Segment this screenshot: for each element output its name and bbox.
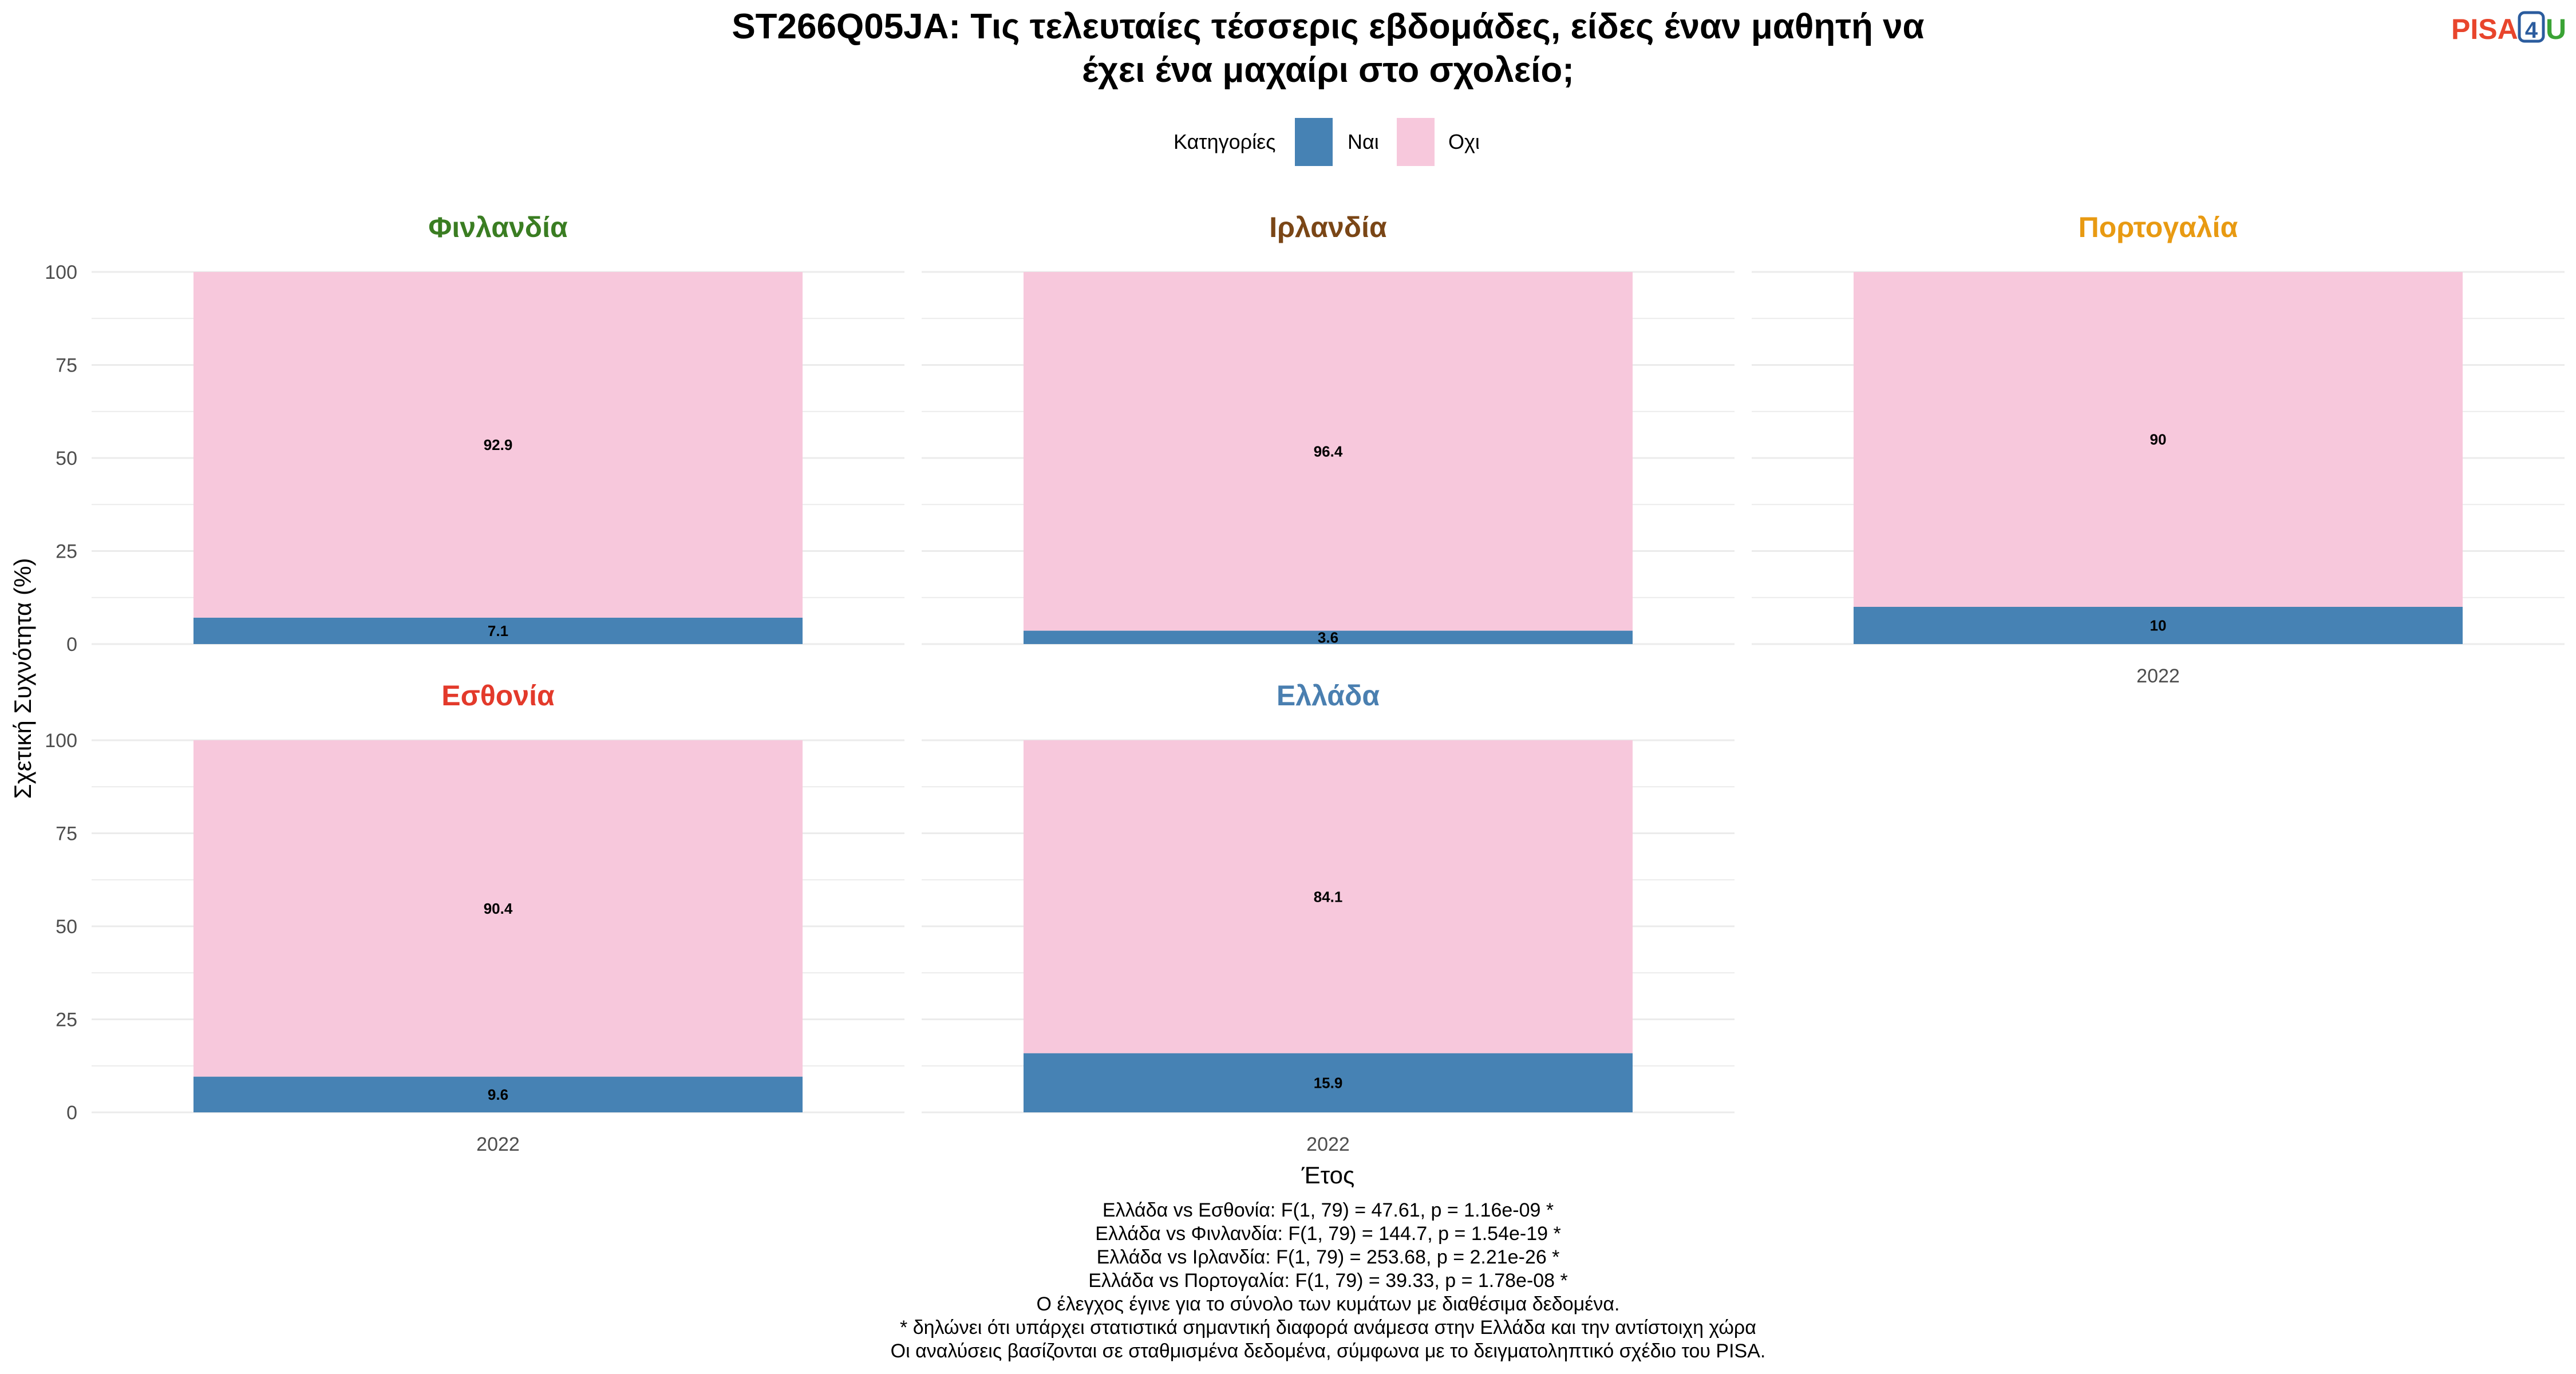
chart-title-line-1: ST266Q05JA: Τις τελευταίες τέσσερις εβδο… xyxy=(732,7,1924,46)
bar-segment-Ναι xyxy=(193,1076,803,1112)
y-tick-label: 0 xyxy=(66,1102,77,1124)
x-tick-label: 2022 xyxy=(1306,1134,1350,1155)
logo-text-4: 4 xyxy=(2525,18,2538,43)
caption: Ελλάδα vs Εσθονία: F(1, 79) = 47.61, p =… xyxy=(891,1199,1766,1362)
caption-line-2: Ελλάδα vs Φινλανδία: F(1, 79) = 144.7, p… xyxy=(1095,1223,1560,1245)
panel-title: Εσθονία xyxy=(441,680,555,712)
x-tick-label: 2022 xyxy=(476,1134,520,1155)
panel-title: Πορτογαλία xyxy=(2079,211,2238,243)
bar-segment-Οχι xyxy=(1024,740,1633,1053)
y-tick-label: 50 xyxy=(56,448,77,469)
logo: PISA 4 U xyxy=(2451,11,2566,45)
y-axis-title: Σχετική Συχνότητα (%) xyxy=(9,558,36,799)
y-tick-label: 100 xyxy=(45,730,77,752)
bar-segment-Ναι xyxy=(193,617,803,644)
facet-panels: Φινλανδία02550751007.192.9Ιρλανδία3.696.… xyxy=(45,211,2565,1155)
logo-text-u: U xyxy=(2546,13,2566,45)
caption-line-3: Ελλάδα vs Ιρλανδία: F(1, 79) = 253.68, p… xyxy=(1097,1246,1560,1268)
panel-1: Ιρλανδία 3.6 96.4 xyxy=(922,211,1735,646)
x-axis-title: Έτος xyxy=(1301,1162,1355,1189)
bar-value-label: 92.9 xyxy=(484,436,513,453)
bar-segment-Οχι xyxy=(193,740,803,1077)
y-tick-label: 50 xyxy=(56,916,77,938)
caption-line-7: Οι αναλύσεις βασίζονται σε σταθμισμένα δ… xyxy=(891,1340,1766,1362)
bar-segment-Οχι xyxy=(193,272,803,618)
svg-text:PISA: PISA xyxy=(2451,13,2518,45)
bar-value-label: 10 xyxy=(2150,617,2167,634)
y-tick-label: 25 xyxy=(56,541,77,563)
bar-value-label: 3.6 xyxy=(1318,629,1338,646)
panel-title: Φινλανδία xyxy=(428,211,568,243)
bar-segment-Οχι xyxy=(1854,272,2463,607)
bar-value-label: 84.1 xyxy=(1314,888,1343,905)
chart-title: ST266Q05JA: Τις τελευταίες τέσσερις εβδο… xyxy=(732,7,1924,90)
y-tick-label: 75 xyxy=(56,823,77,845)
caption-line-4: Ελλάδα vs Πορτογαλία: F(1, 79) = 39.33, … xyxy=(1088,1270,1568,1292)
legend-title: Κατηγορίες xyxy=(1174,130,1276,153)
bar-segment-Ναι xyxy=(1024,630,1633,644)
y-tick-label: 25 xyxy=(56,1009,77,1031)
bar-value-label: 15.9 xyxy=(1314,1074,1343,1091)
bar-value-label: 90 xyxy=(2150,431,2167,448)
caption-line-6: * δηλώνει ότι υπάρχει στατιστικά σημαντι… xyxy=(900,1317,1756,1339)
bar-value-label: 90.4 xyxy=(484,900,513,917)
legend-key-no xyxy=(1397,118,1435,166)
bar-segment-Ναι xyxy=(1854,607,2463,644)
legend-key-yes xyxy=(1295,118,1333,166)
panel-0: Φινλανδία 0 25 50 75 100 7.1 92.9 xyxy=(45,211,904,656)
panel-4: Ελλάδα 15.9 84.1 2022 xyxy=(922,680,1735,1155)
caption-line-1: Ελλάδα vs Εσθονία: F(1, 79) = 47.61, p =… xyxy=(1103,1199,1554,1221)
logo-badge xyxy=(2518,11,2545,43)
panel-3: Εσθονία 0 25 50 75 100 9.6 90.4 2022 xyxy=(45,680,904,1155)
bar-value-label: 7.1 xyxy=(488,622,508,639)
caption-line-5: Ο έλεγχος έγινε για το σύνολο των κυμάτω… xyxy=(1037,1293,1620,1315)
panel-title: Ιρλανδία xyxy=(1269,211,1387,243)
logo-text-pisa: PISA xyxy=(2451,13,2518,45)
bar-value-label: 96.4 xyxy=(1314,443,1343,460)
y-tick-label: 100 xyxy=(45,262,77,283)
bar-segment-Οχι xyxy=(1024,272,1633,631)
panel-2: Πορτογαλία 10 90 2022 xyxy=(1752,211,2565,687)
legend: Κατηγορίες Ναι Οχι xyxy=(1174,118,1480,166)
x-tick-label: 2022 xyxy=(2136,665,2180,687)
legend-label-no: Οχι xyxy=(1448,130,1480,153)
y-tick-label: 0 xyxy=(66,634,77,656)
chart-title-line-2: έχει ένα μαχαίρι στο σχολείο; xyxy=(1082,50,1574,90)
y-tick-label: 75 xyxy=(56,355,77,377)
bar-segment-Ναι xyxy=(1024,1053,1633,1112)
panel-title: Ελλάδα xyxy=(1277,680,1380,712)
legend-label-yes: Ναι xyxy=(1348,130,1379,153)
bar-value-label: 9.6 xyxy=(488,1086,508,1103)
